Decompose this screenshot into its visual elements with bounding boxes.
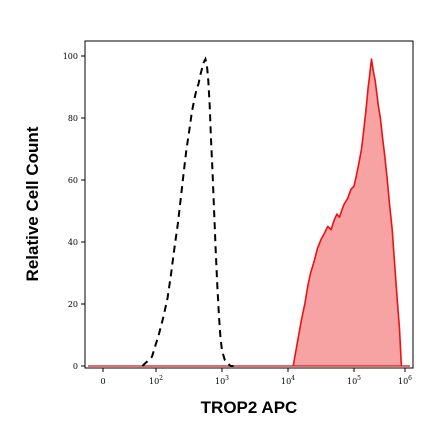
y-tick-label: 80	[68, 114, 78, 123]
x-tick-label: 104	[281, 375, 295, 386]
y-tick-label: 40	[68, 238, 78, 247]
x-tick-label: 103	[215, 375, 229, 386]
y-tick-label: 60	[68, 176, 78, 185]
y-tick-label: 20	[68, 300, 78, 309]
x-axis-title: TROP2 APC	[201, 398, 298, 417]
y-tick-label: 100	[63, 52, 78, 61]
y-axis-title: Relative Cell Count	[23, 126, 42, 281]
y-axis: 0 20 40 60 80 100	[63, 52, 85, 371]
plot-frame	[84, 40, 414, 369]
x-tick-label: 105	[347, 375, 361, 386]
x-tick-label: 106	[398, 375, 412, 386]
line-layer	[88, 56, 410, 367]
series-1-area	[293, 59, 402, 366]
y-tick-label: 0	[73, 362, 78, 371]
fill-layer	[293, 59, 402, 366]
series-1-line	[292, 58, 403, 367]
x-tick-label: 0	[100, 377, 105, 386]
x-axis: 0 102 103 104 105 106	[100, 368, 412, 386]
x-tick-label: 102	[149, 375, 163, 386]
series-0-line	[141, 56, 234, 367]
